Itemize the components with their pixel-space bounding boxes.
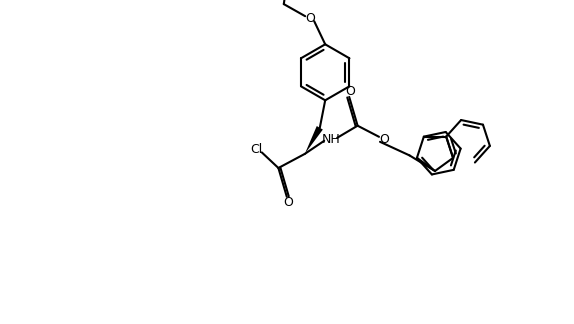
Text: Cl: Cl	[251, 143, 263, 156]
Polygon shape	[305, 126, 323, 154]
Text: O: O	[346, 86, 355, 98]
Text: NH: NH	[322, 133, 340, 146]
Text: O: O	[379, 133, 389, 146]
Text: O: O	[305, 12, 315, 25]
Text: O: O	[283, 196, 293, 209]
